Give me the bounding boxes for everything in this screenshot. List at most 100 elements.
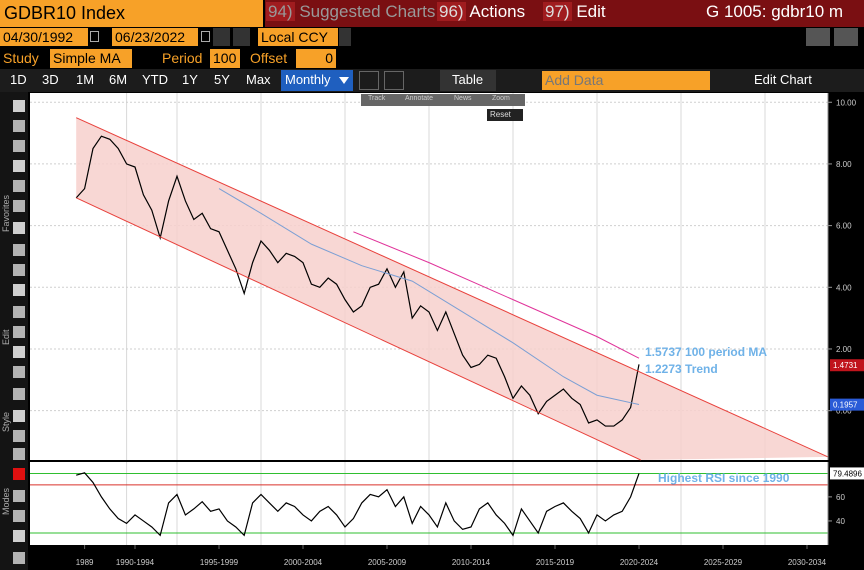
x-tick-label: 2000-2004 [284, 558, 323, 567]
tool-icon[interactable] [13, 160, 25, 172]
chart-tools [361, 94, 525, 106]
series-line [76, 472, 640, 537]
add-data-field[interactable]: Add Data [542, 71, 710, 90]
prev-button[interactable] [213, 28, 230, 46]
calendar-icon[interactable] [201, 31, 210, 42]
menu-num: 97) [543, 2, 572, 21]
line-chart-icon[interactable] [359, 71, 379, 90]
edit-chart-button[interactable]: Edit Chart [754, 72, 812, 87]
menu-item[interactable]: 97) Edit [543, 2, 606, 25]
x-tick-label: 2015-2019 [536, 558, 575, 567]
tool-icon[interactable] [13, 284, 25, 296]
range-button[interactable]: 6M [109, 72, 128, 87]
end-date[interactable]: 06/23/2022 [112, 28, 198, 46]
x-tick-label: 2025-2029 [704, 558, 743, 567]
menu-num: 96) [437, 2, 466, 21]
series-line [75, 197, 641, 461]
side-label: Edit [1, 329, 11, 345]
x-tick-label: 2010-2014 [452, 558, 491, 567]
tool-icon[interactable] [13, 222, 25, 234]
tool-icon[interactable] [13, 140, 25, 152]
tool[interactable]: News [454, 95, 472, 102]
annotation: Highest RSI since 1990 [658, 471, 790, 485]
menu-label: Suggested Charts [299, 2, 436, 21]
series-line [218, 188, 640, 405]
value-tag [830, 398, 864, 411]
value-tag-label: 0.1957 [833, 401, 858, 410]
tool-icon[interactable] [13, 244, 25, 256]
study-field[interactable]: Simple MA [50, 49, 132, 68]
range-button[interactable]: 1M [76, 72, 95, 87]
period-field[interactable]: 100 [210, 49, 240, 68]
menu-item[interactable]: 96) Actions [437, 2, 525, 25]
value-tag [830, 359, 864, 372]
value-tag-label: 79.4896 [833, 469, 862, 478]
tool[interactable]: Annotate [405, 95, 434, 102]
reset-button[interactable]: Reset [487, 109, 523, 121]
undo-button[interactable] [806, 28, 830, 46]
tool-icon[interactable] [13, 388, 25, 400]
tool-icon[interactable] [13, 468, 25, 480]
tool-icon[interactable] [13, 490, 25, 502]
tool-icon[interactable] [13, 430, 25, 442]
tool-icon[interactable] [13, 552, 25, 564]
calendar-icon[interactable] [90, 31, 99, 42]
menu-label: Actions [469, 2, 526, 21]
annotation: 1.5737 100 period MA [645, 345, 767, 359]
y-tick-label: 60 [836, 493, 845, 502]
x-tick-label: 2030-2034 [788, 558, 827, 567]
range-button[interactable]: 1D [10, 72, 27, 87]
tool-icon[interactable] [13, 366, 25, 378]
annotation: 1.2273 Trend [645, 362, 718, 376]
offset-label: Offset [250, 50, 288, 66]
tool-icon[interactable] [13, 264, 25, 276]
y-tick-label: 2.00 [836, 345, 852, 354]
tool-icon[interactable] [13, 306, 25, 318]
tool-icon[interactable] [13, 530, 25, 542]
tool-icon[interactable] [13, 326, 25, 338]
menu-num: 94) [266, 2, 295, 21]
series-line [353, 231, 640, 359]
offset-field[interactable]: 0 [296, 49, 336, 68]
frequency-button[interactable] [281, 70, 353, 91]
next-button[interactable] [233, 28, 250, 46]
dropdown[interactable] [339, 28, 351, 46]
study-label: Study [3, 50, 39, 66]
toolbar [0, 69, 864, 92]
tool-icon[interactable] [13, 120, 25, 132]
tool-icon[interactable] [13, 410, 25, 422]
screen-id: G 1005: gdbr10 m [706, 2, 844, 21]
y-tick-label: 0.00 [836, 407, 852, 416]
bar-chart-icon[interactable] [384, 71, 404, 90]
tool-icon[interactable] [13, 200, 25, 212]
currency[interactable]: Local CCY [258, 28, 338, 46]
y-tick-label: 4.00 [836, 283, 852, 292]
tool[interactable]: Zoom [492, 95, 510, 102]
menu-label: Edit [576, 2, 606, 21]
range-button[interactable]: YTD [142, 72, 168, 87]
side-label: Modes [1, 487, 11, 515]
tool-icon[interactable] [13, 448, 25, 460]
channel-fill [76, 117, 828, 460]
range-button[interactable]: 1Y [182, 72, 198, 87]
table-label: Table [452, 72, 484, 87]
ticker-title[interactable]: GDBR10 Index [0, 0, 263, 27]
start-date[interactable]: 04/30/1992 [0, 28, 88, 46]
tool-icon[interactable] [13, 346, 25, 358]
side-label: Favorites [1, 194, 11, 232]
x-tick-label: 2005-2009 [368, 558, 407, 567]
menu-item[interactable]: 94) Suggested Charts [266, 2, 435, 25]
range-button[interactable]: 5Y [214, 72, 230, 87]
tool-icon[interactable] [13, 100, 25, 112]
tool-icon[interactable] [13, 510, 25, 522]
y-tick-label: 6.00 [836, 222, 852, 231]
tool-icon[interactable] [13, 180, 25, 192]
table-button[interactable] [440, 70, 496, 91]
range-button[interactable]: 3D [42, 72, 59, 87]
series-line [75, 117, 829, 458]
tool[interactable]: Track [368, 95, 386, 102]
range-button[interactable]: Max [246, 72, 271, 87]
redo-button[interactable] [834, 28, 858, 46]
